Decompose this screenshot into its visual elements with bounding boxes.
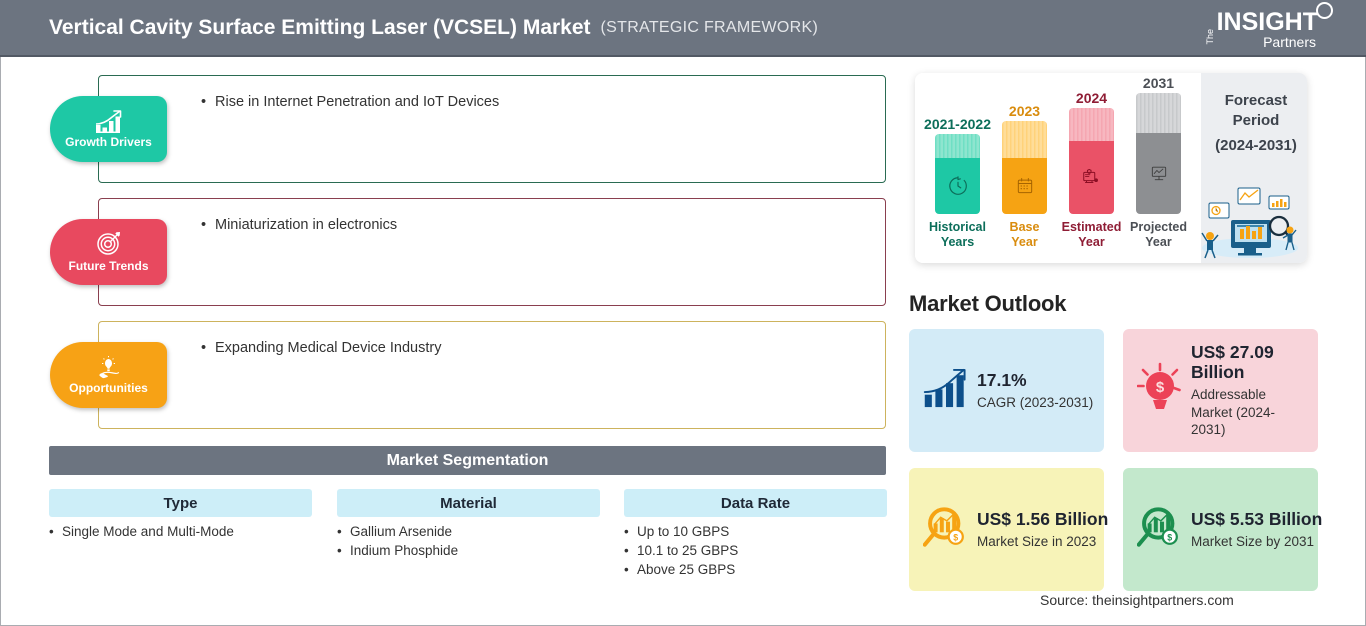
svg-text:$: $	[953, 533, 958, 543]
svg-text:$: $	[1167, 533, 1172, 543]
svg-text:$: $	[1156, 379, 1165, 396]
